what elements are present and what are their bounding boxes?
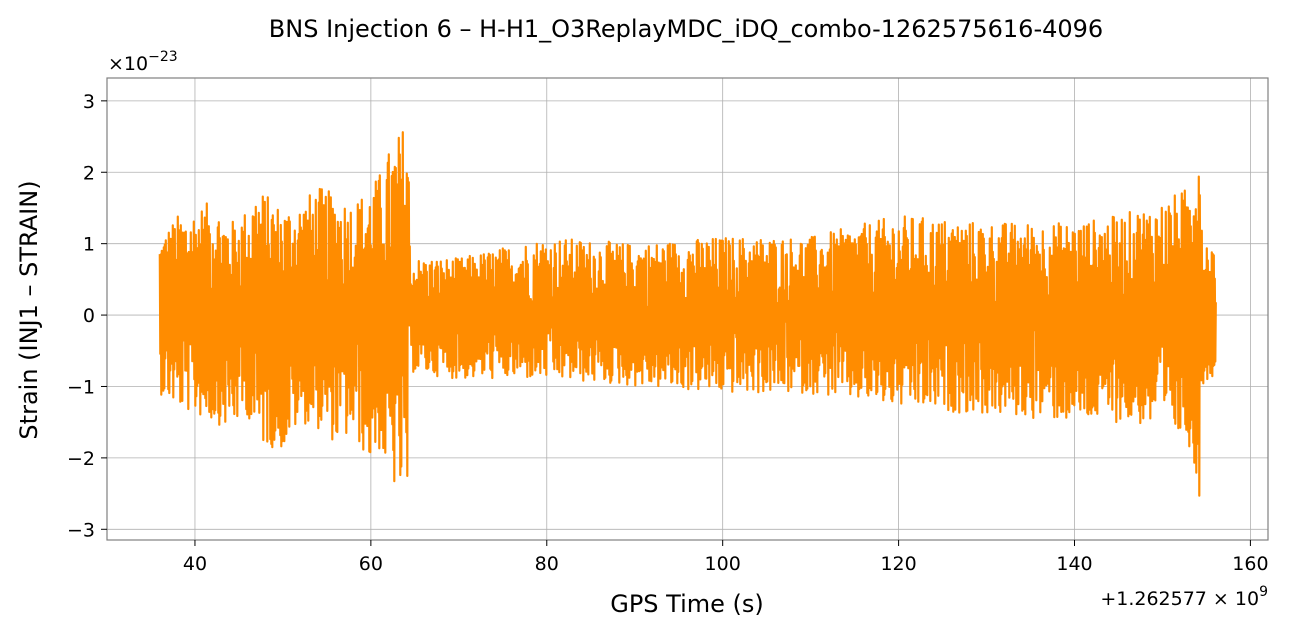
y-tick-label: 1 xyxy=(83,234,95,256)
chart-title: BNS Injection 6 – H-H1_O3ReplayMDC_iDQ_c… xyxy=(269,15,1103,43)
x-tick-label: 60 xyxy=(359,553,383,575)
x-offset-base: +1.262577 × 10 xyxy=(1100,588,1259,610)
y-tick-label: −3 xyxy=(67,519,95,541)
x-offset-exponent: 9 xyxy=(1259,584,1268,600)
x-axis-label: GPS Time (s) xyxy=(610,590,764,618)
x-tick-label: 120 xyxy=(880,553,916,575)
y-multiplier-exponent: −23 xyxy=(148,49,178,65)
y-tick-label: −1 xyxy=(67,376,95,398)
x-tick-label: 40 xyxy=(183,553,207,575)
y-multiplier: ×10−23 xyxy=(108,49,178,75)
plot-frame xyxy=(106,77,1269,541)
x-tick-label: 140 xyxy=(1056,553,1092,575)
x-offset-label: +1.262577 × 109 xyxy=(1100,584,1268,610)
x-tick-label: 100 xyxy=(705,553,741,575)
series-group xyxy=(158,131,1217,497)
y-tick-label: 2 xyxy=(83,162,95,184)
x-tick-label: 80 xyxy=(535,553,559,575)
y-tick-label: 0 xyxy=(83,305,95,327)
y-tick-label: −2 xyxy=(67,448,95,470)
y-axis-label: Strain (INJ1 – STRAIN) xyxy=(15,180,43,439)
x-tick-label: 160 xyxy=(1232,553,1268,575)
y-multiplier-base: ×10 xyxy=(108,53,148,75)
y-axis-ticks: −3 −2 −1 0 1 2 3 xyxy=(67,91,107,541)
strain-series-line xyxy=(158,131,1217,497)
x-axis-ticks: 40 60 80 100 120 140 160 xyxy=(183,540,1269,575)
y-tick-label: 3 xyxy=(83,91,95,113)
